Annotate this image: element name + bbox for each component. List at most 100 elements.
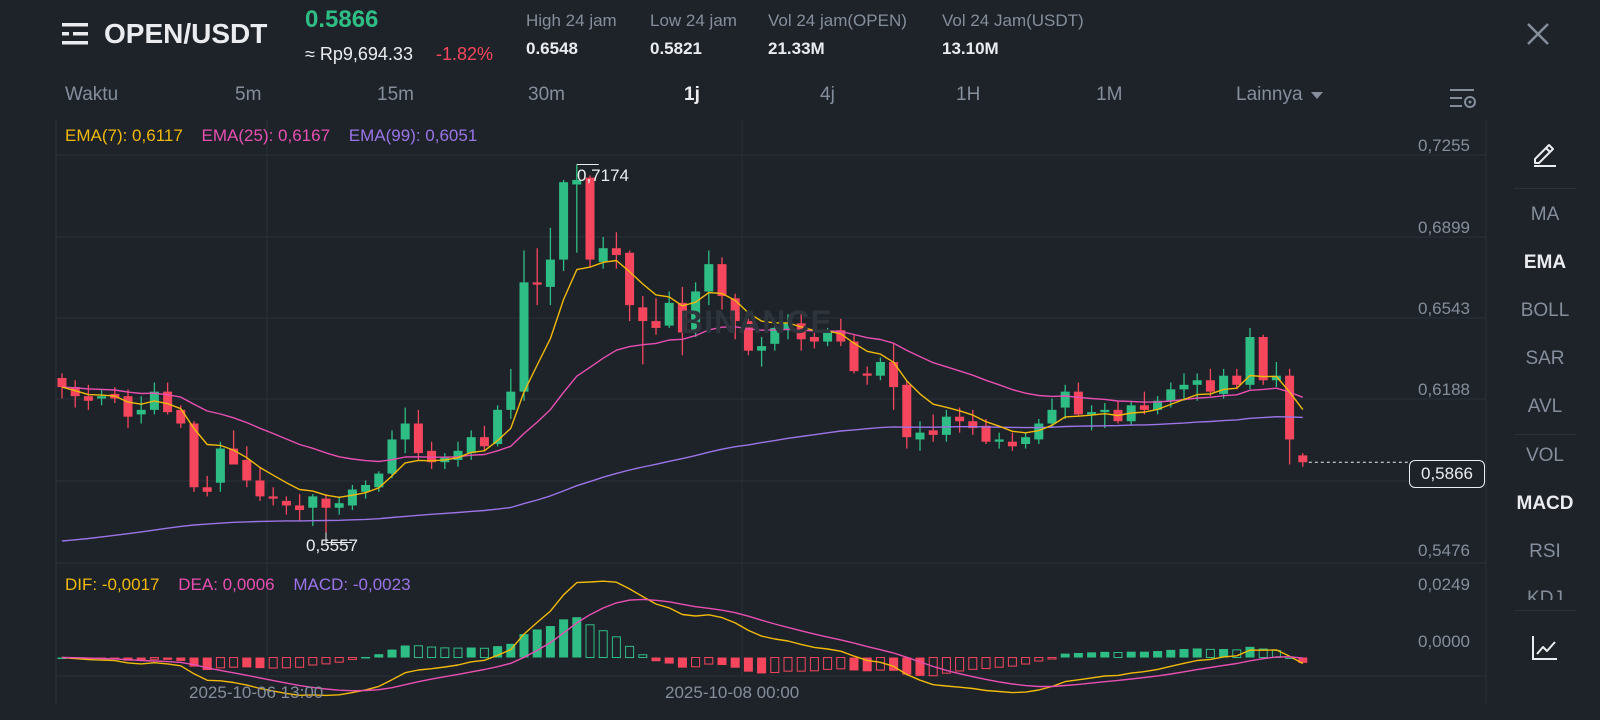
macd-bar [176, 657, 186, 661]
price-tick: 0,6899 [1418, 218, 1470, 237]
price-tick: 0,5476 [1418, 541, 1470, 560]
market-header: OPEN/USDT 0.5866 ≈ Rp9,694.33 -1.82% Hig… [0, 0, 1600, 78]
more-intervals-dropdown[interactable]: Lainnya [1236, 84, 1323, 106]
candle-body [1258, 337, 1268, 381]
macd-bar [611, 636, 621, 659]
macd-bar [374, 654, 384, 658]
macd-bar [823, 657, 833, 670]
candle-body [796, 323, 806, 340]
tab-1j[interactable]: 1j [684, 84, 700, 105]
pair-title[interactable]: OPEN/USDT [104, 18, 268, 49]
macd-bar [202, 657, 212, 671]
ema7-legend: EMA(7): 0,6117 [65, 126, 183, 145]
candle-body [545, 259, 555, 287]
indicator-rsi[interactable]: RSI [1529, 541, 1561, 562]
macd-bar [493, 646, 503, 658]
macd-bar [334, 657, 344, 663]
close-icon[interactable] [1524, 20, 1552, 48]
candle-body [268, 496, 278, 499]
candle-body [453, 450, 463, 460]
candle-body [743, 321, 753, 351]
candle-body [783, 323, 793, 331]
stat-high-24h: High 24 jam 0.6548 [526, 11, 617, 59]
candle-body [123, 396, 133, 417]
candle-body [1166, 389, 1176, 401]
candle-body [968, 421, 978, 429]
candle-body [572, 179, 582, 185]
indicator-avl[interactable]: AVL [1527, 396, 1563, 417]
macd-bar [1087, 652, 1097, 658]
candle-body [1285, 375, 1295, 440]
candle-body [955, 416, 965, 422]
tab-4j[interactable]: 4j [820, 84, 835, 105]
dea-legend: DEA: 0,0006 [178, 575, 275, 594]
candle-body [1047, 409, 1057, 424]
indicator-ema[interactable]: EMA [1523, 252, 1567, 273]
tab-30m[interactable]: 30m [528, 84, 565, 105]
indicator-macd[interactable]: MACD [1516, 493, 1574, 514]
macd-bar [281, 657, 291, 669]
indicator-sar[interactable]: SAR [1525, 348, 1565, 369]
candles [57, 164, 1308, 533]
macd-bar [743, 657, 753, 672]
candle-body [902, 384, 912, 438]
ema99-line [61, 416, 1303, 542]
line-chart-icon[interactable] [1531, 634, 1559, 662]
current-price-tag[interactable]: 0,5866 [1409, 460, 1485, 488]
candle-body [519, 282, 529, 392]
candle-body [1153, 400, 1163, 410]
macd-bar [664, 657, 674, 664]
indicator-kdj[interactable]: KDJ [1527, 588, 1563, 600]
ema25-legend: EMA(25): 0,6167 [201, 126, 331, 145]
settings-icon[interactable] [1448, 86, 1478, 112]
macd-bar [849, 657, 859, 671]
dea-line [61, 598, 1303, 692]
panel-divider [1514, 188, 1576, 189]
macd-bar [427, 646, 437, 659]
candle-body [374, 473, 384, 488]
tab-1h[interactable]: 1H [956, 84, 981, 105]
tab-5m[interactable]: 5m [235, 84, 262, 105]
macd-bar [400, 645, 410, 658]
candle-body [928, 430, 938, 435]
tab-waktu[interactable]: Waktu [65, 84, 119, 105]
panel-divider [1514, 610, 1576, 611]
more-label: Lainnya [1236, 84, 1303, 105]
candle-body [862, 373, 872, 376]
candle-body [479, 437, 489, 447]
macd-bar [229, 657, 239, 668]
price-tick: 0,6543 [1418, 299, 1470, 318]
menu-icon[interactable] [62, 20, 90, 48]
macd-bar [1126, 651, 1136, 658]
macd-bar [1205, 648, 1215, 659]
indicator-vol[interactable]: VOL [1525, 445, 1565, 466]
candle-body [1298, 455, 1308, 463]
macd-tick: 0,0000 [1418, 632, 1470, 651]
macd-bar [189, 657, 199, 667]
candle-body [321, 498, 331, 508]
candle-body [1021, 437, 1031, 445]
ema7-line [61, 259, 1304, 498]
macd-bar [1047, 657, 1057, 660]
panel-divider [1514, 434, 1576, 435]
candle-body [347, 489, 357, 506]
macd-bar [479, 647, 489, 659]
macd-bar [968, 657, 978, 670]
tab-15m[interactable]: 15m [377, 84, 414, 105]
macd-bar [163, 657, 173, 660]
macd-bar [1298, 657, 1308, 663]
macd-bar [453, 647, 463, 659]
indicator-boll[interactable]: BOLL [1520, 300, 1570, 321]
pencil-icon[interactable] [1531, 139, 1559, 167]
macd-bar [1245, 646, 1255, 658]
tab-1m[interactable]: 1M [1096, 84, 1123, 105]
candle-body [387, 439, 397, 474]
macd-histogram [57, 617, 1308, 677]
macd-bar [783, 657, 793, 672]
macd-bar [255, 657, 265, 669]
candle-body [136, 409, 146, 415]
indicator-ma[interactable]: MA [1530, 204, 1560, 225]
macd-bar [625, 645, 635, 659]
indicator-kdj-clip: KDJ [1514, 582, 1576, 600]
